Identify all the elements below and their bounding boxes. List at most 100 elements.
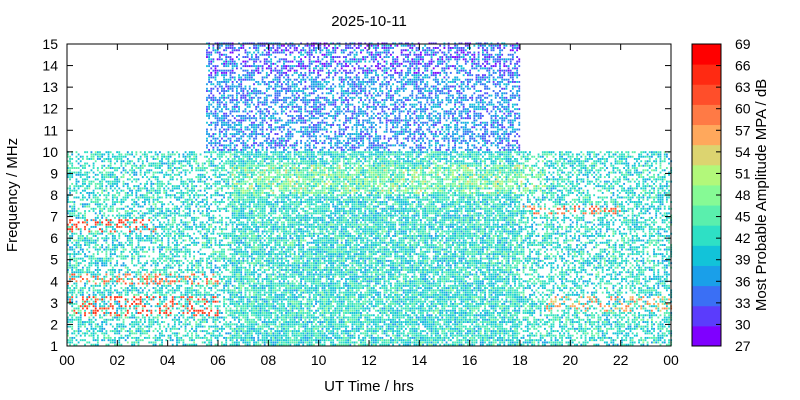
heatmap-cell [161, 321, 163, 324]
heatmap-cell [242, 241, 245, 244]
heatmap-cell [214, 221, 217, 224]
heatmap-cell [227, 162, 230, 165]
heatmap-cell [210, 124, 213, 126]
heatmap-cell [171, 207, 174, 210]
heatmap-cell [139, 255, 142, 258]
heatmap-cell [77, 264, 80, 267]
heatmap-cell [250, 133, 253, 136]
heatmap-cell [212, 58, 215, 61]
heatmap-cell [235, 176, 238, 179]
heatmap-cell [199, 169, 202, 172]
heatmap-cell [203, 244, 206, 246]
heatmap-cell [114, 300, 116, 303]
heatmap-cell [221, 330, 223, 333]
heatmap-cell [109, 312, 112, 314]
heatmap-cell [229, 300, 232, 303]
heatmap-cell [156, 178, 159, 181]
heatmap-cell [188, 289, 191, 292]
heatmap-cell [195, 278, 198, 280]
heatmap-cell [225, 180, 228, 183]
heatmap-cell [109, 264, 112, 267]
heatmap-cell [148, 189, 151, 192]
heatmap-cell [212, 44, 215, 47]
heatmap-cell [240, 169, 243, 172]
heatmap-cell [133, 162, 136, 165]
heatmap-cell [235, 210, 238, 213]
heatmap-cell [103, 264, 106, 267]
heatmap-cell [193, 264, 196, 267]
heatmap-cell [105, 198, 108, 201]
heatmap-cell [186, 291, 189, 294]
heatmap-cell [221, 228, 223, 231]
heatmap-cell [233, 210, 236, 213]
heatmap-cell [114, 162, 116, 165]
heatmap-cell [118, 167, 121, 169]
heatmap-cell [90, 325, 93, 328]
heatmap-cell [184, 235, 187, 237]
heatmap-cell [122, 201, 125, 203]
heatmap-cell [92, 289, 95, 292]
heatmap-cell [182, 196, 185, 199]
heatmap-cell [208, 216, 210, 219]
heatmap-cell [167, 275, 170, 278]
heatmap-cell [195, 155, 198, 158]
heatmap-cell [103, 160, 106, 163]
heatmap-cell [208, 225, 210, 228]
heatmap-cell [229, 167, 232, 169]
heatmap-cell [178, 316, 181, 319]
heatmap-cell [235, 271, 238, 274]
heatmap-cell [238, 137, 240, 140]
heatmap-cell [178, 321, 181, 324]
heatmap-cell [163, 321, 166, 324]
heatmap-cell [210, 241, 213, 244]
heatmap-cell [169, 162, 172, 165]
heatmap-cell [79, 164, 82, 167]
heatmap-cell [180, 271, 183, 274]
heatmap-cell [144, 235, 146, 237]
heatmap-cell [199, 248, 202, 251]
heatmap-cell [223, 146, 225, 149]
heatmap-cell [235, 207, 238, 210]
heatmap-cell [206, 144, 208, 147]
heatmap-cell [156, 201, 159, 203]
heatmap-cell [148, 196, 151, 199]
heatmap-cell [242, 94, 245, 97]
heatmap-cell [246, 278, 249, 280]
heatmap-cell [137, 178, 140, 181]
heatmap-cell [221, 216, 223, 219]
heatmap-cell [144, 321, 146, 324]
heatmap-cell [229, 110, 232, 113]
heatmap-cell [238, 83, 240, 86]
heatmap-cell [126, 225, 129, 228]
heatmap-cell [221, 239, 223, 242]
heatmap-cell [210, 51, 213, 54]
heatmap-cell [135, 153, 138, 156]
heatmap-cell [248, 187, 251, 190]
heatmap-cell [191, 293, 193, 296]
heatmap-cell [77, 321, 80, 324]
heatmap-cell [152, 330, 155, 333]
heatmap-cell [203, 253, 206, 256]
heatmap-cell [88, 296, 91, 299]
heatmap-cell [156, 171, 159, 174]
heatmap-cell [152, 287, 155, 290]
heatmap-cell [208, 314, 210, 317]
heatmap-cell [203, 189, 206, 192]
heatmap-cell [118, 219, 121, 222]
heatmap-cell [111, 266, 114, 269]
heatmap-cell [71, 201, 74, 203]
heatmap-cell [238, 173, 240, 176]
heatmap-cell [118, 300, 121, 303]
heatmap-cell [246, 191, 249, 194]
heatmap-cell [235, 94, 238, 97]
heatmap-cell [109, 205, 112, 208]
heatmap-cell [88, 164, 91, 167]
heatmap-cell [182, 255, 185, 258]
heatmap-cell [216, 182, 219, 185]
heatmap-cell [227, 158, 230, 160]
heatmap-cell [210, 271, 213, 274]
heatmap-cell [201, 164, 204, 167]
heatmap-cell [229, 44, 232, 47]
heatmap-cell [141, 187, 144, 190]
heatmap-cell [240, 228, 243, 231]
